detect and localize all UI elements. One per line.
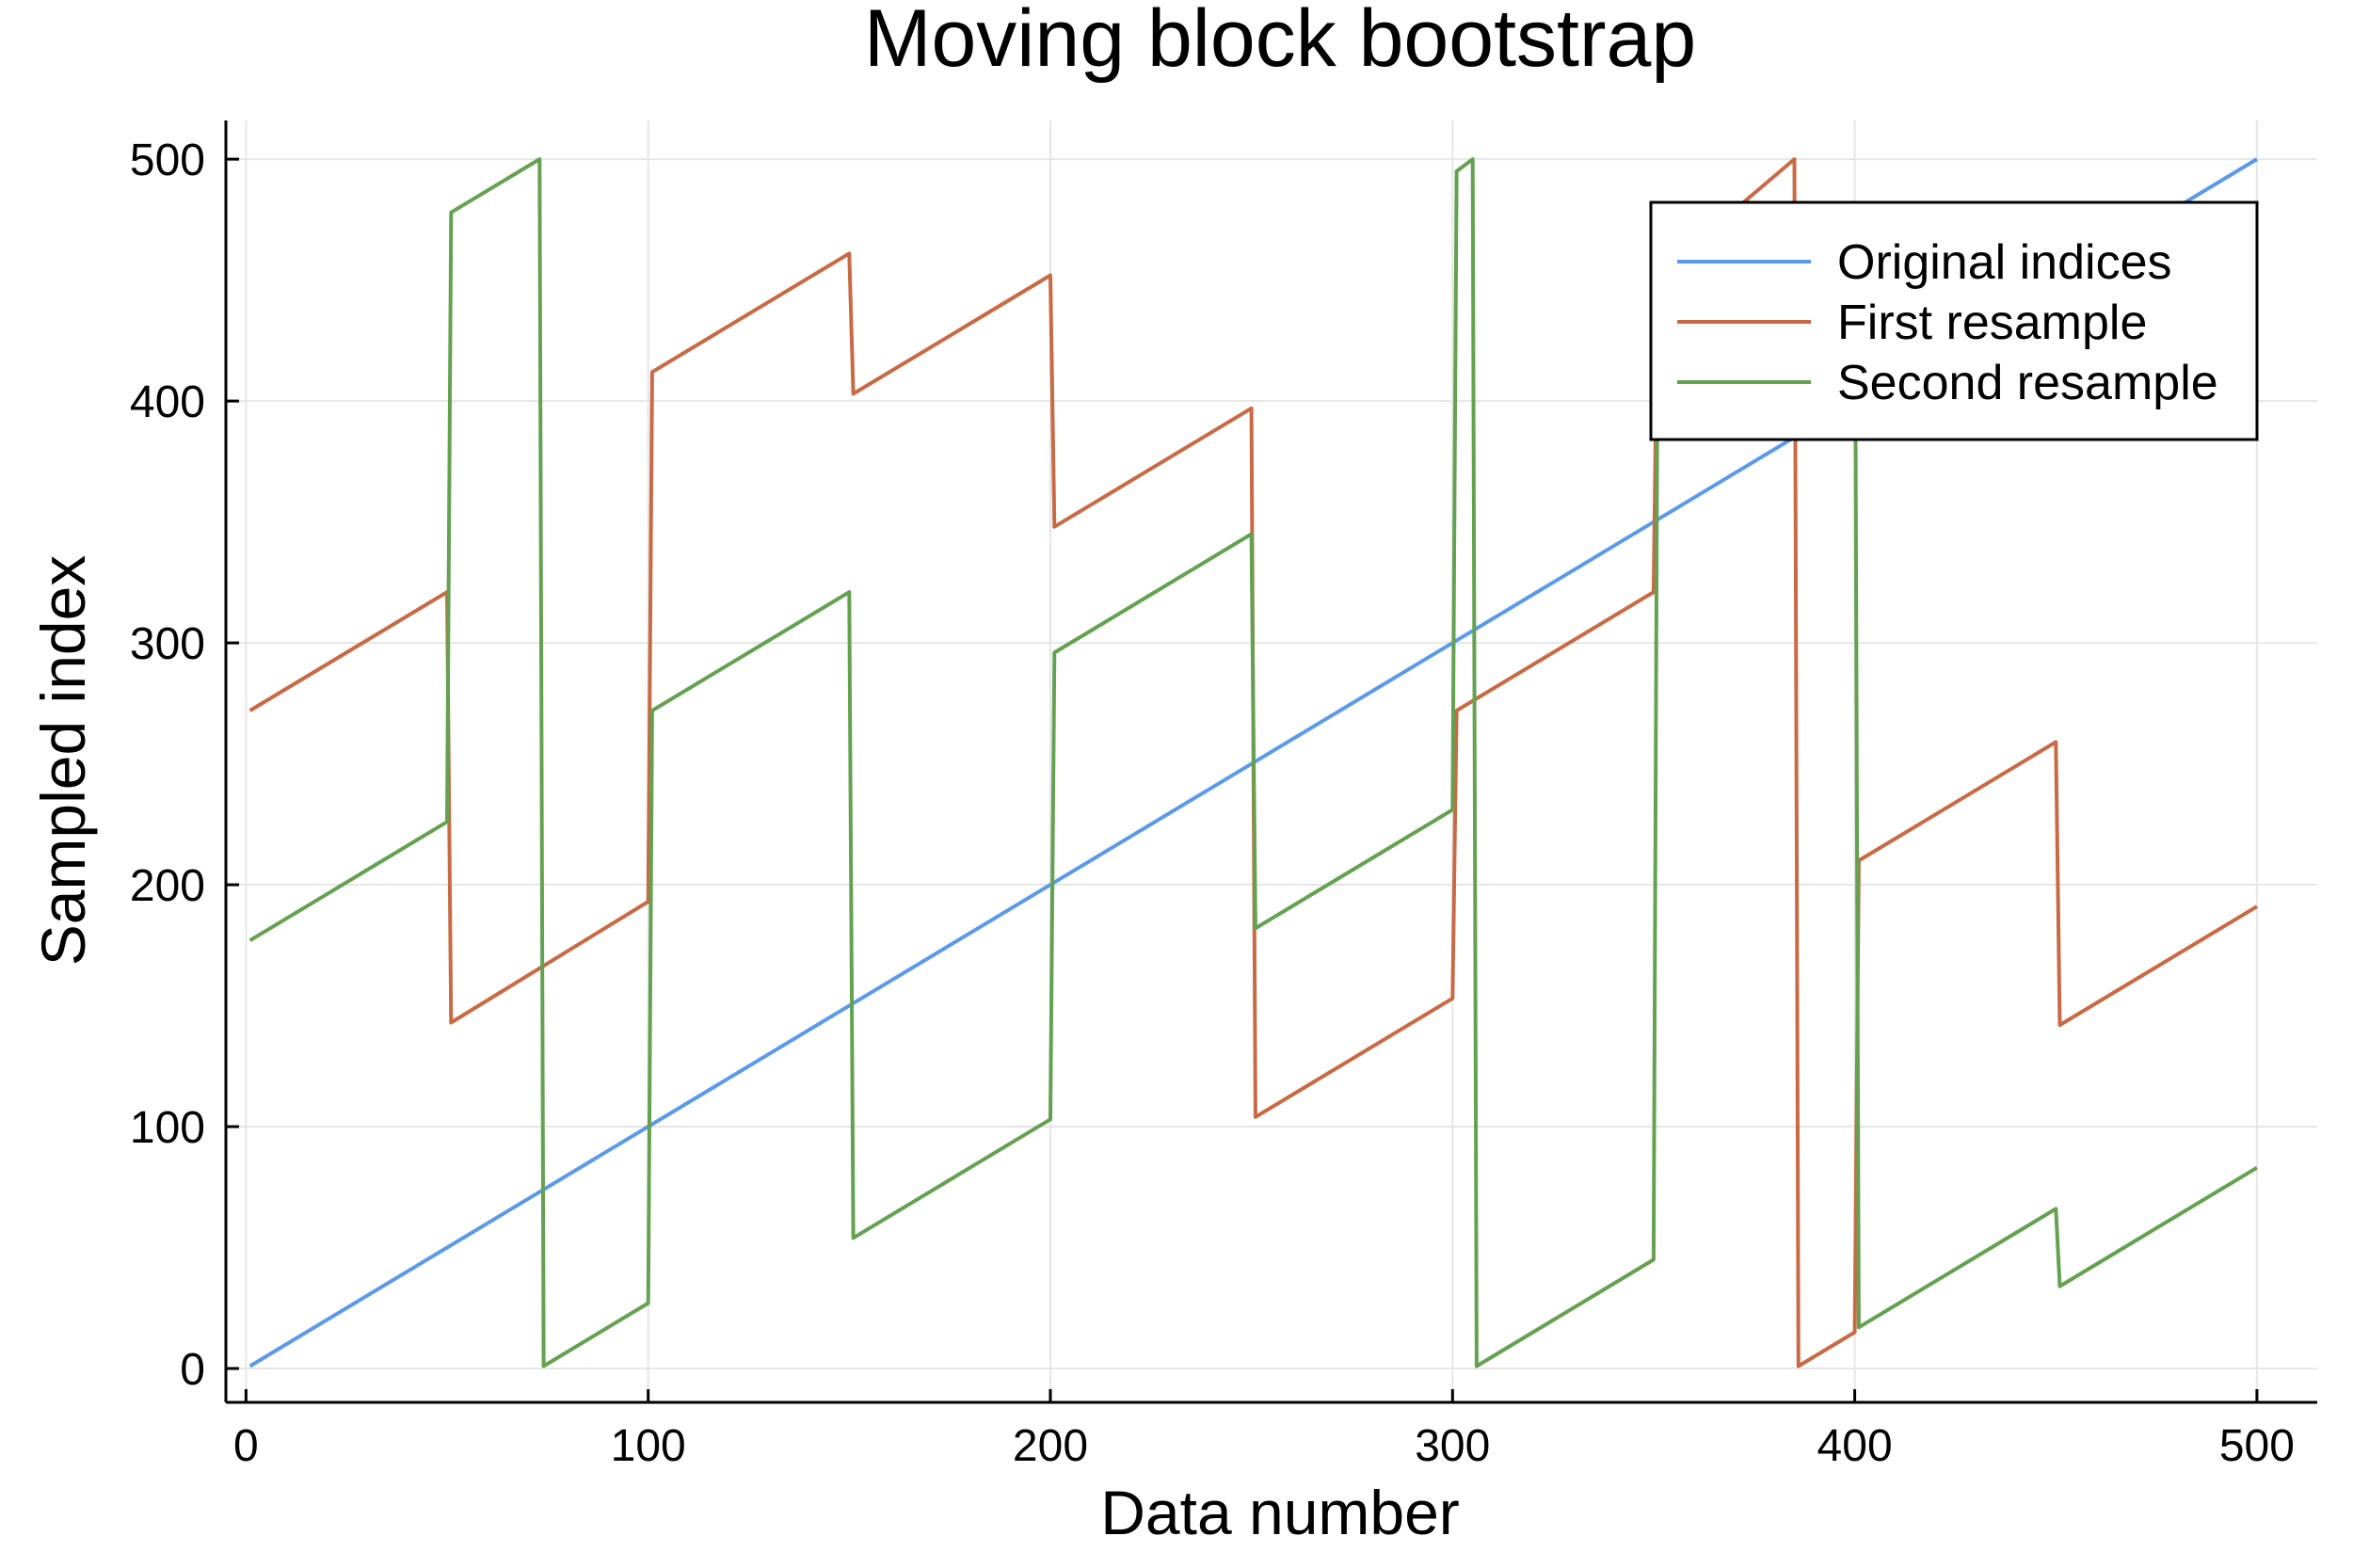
x-tick-label: 500 [2219,1421,2295,1471]
x-tick-label: 100 [611,1421,686,1471]
legend: Original indices First resample Second res… [1649,200,2259,441]
legend-label-3: Second resample [1837,356,2218,410]
y-tick-label: 400 [130,377,205,427]
y-axis-label: Sampled index [28,555,98,967]
x-tick-label: 400 [1817,1421,1893,1471]
y-tick-label: 0 [180,1345,205,1395]
x-tick-label: 200 [1013,1421,1088,1471]
legend-label-1: Original indices [1837,235,2172,290]
x-axis-label: Data number [1100,1478,1460,1547]
y-tick-label: 300 [130,619,205,669]
x-tick-label: 300 [1415,1421,1490,1471]
axes [224,120,2317,1404]
y-tick-label: 100 [130,1103,205,1153]
x-tick-label: 0 [233,1421,259,1471]
y-tick-label: 500 [130,136,205,185]
y-tick-label: 200 [130,861,205,911]
chart-title: Moving block bootstrap [864,0,1696,84]
legend-label-2: First resample [1837,296,2147,350]
ticks: 0 100 200 300 400 500 0 100 200 300 400 500 [130,136,2295,1471]
